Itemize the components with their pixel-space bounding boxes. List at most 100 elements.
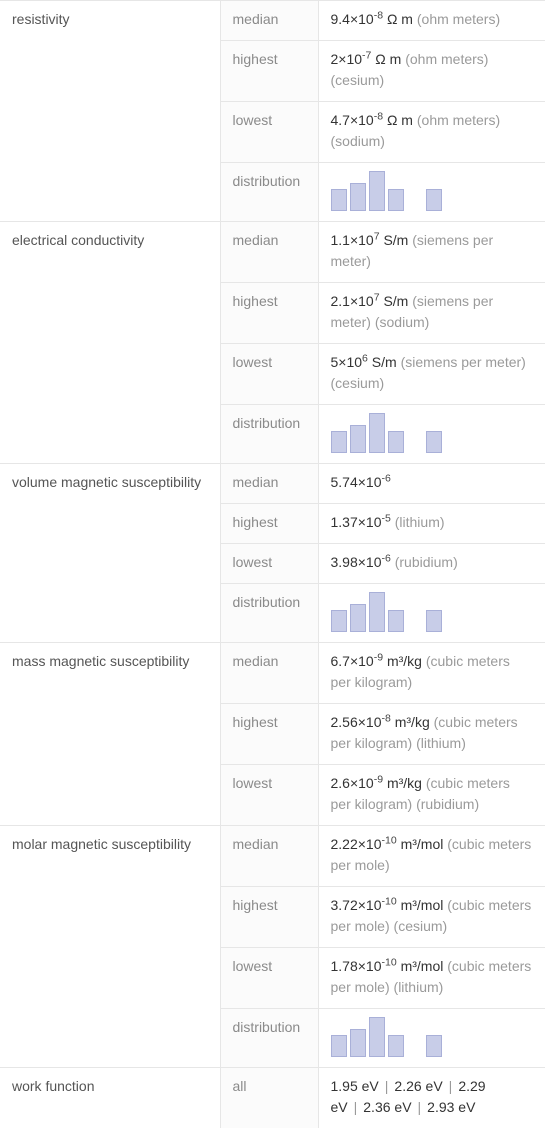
value-list-item: 2.26 eV	[394, 1078, 442, 1094]
value-cell: 9.4×10-8 Ω m (ohm meters)	[318, 1, 545, 41]
table-row: electrical conductivitymedian1.1×107 S/m…	[0, 222, 545, 283]
value-list-item: 1.95 eV	[331, 1078, 379, 1094]
value-cell: 1.95 eV|2.26 eV|2.29 eV|2.36 eV|2.93 eV	[318, 1068, 545, 1128]
property-name-cell: work function	[0, 1068, 220, 1128]
value-exponent: -10	[382, 956, 397, 968]
value-exponent: 7	[374, 291, 380, 303]
value-unit: Ω m	[387, 112, 413, 128]
value-unit-note: (ohm meters)	[417, 112, 500, 128]
times-symbol: ×10	[358, 714, 382, 730]
value-list-item: 2.93 eV	[427, 1099, 475, 1115]
table-row: work functionall1.95 eV|2.26 eV|2.29 eV|…	[0, 1068, 545, 1128]
value-unit: Ω m	[375, 51, 401, 67]
stat-label-cell: highest	[220, 504, 318, 544]
value-cell: 5.74×10-6	[318, 464, 545, 504]
value-unit: m³/kg	[387, 653, 422, 669]
histogram-bar	[369, 592, 385, 632]
histogram-bar	[369, 413, 385, 453]
value-exponent: -10	[382, 895, 397, 907]
value-cell: 2.1×107 S/m (siemens per meter) (sodium)	[318, 283, 545, 344]
value-exponent: -10	[382, 834, 397, 846]
stat-label-cell: highest	[220, 41, 318, 102]
value-qualifier: (lithium)	[395, 514, 445, 530]
times-symbol: ×10	[350, 112, 374, 128]
value-cell: 1.37×10-5 (lithium)	[318, 504, 545, 544]
value-qualifier: (cesium)	[331, 375, 385, 391]
table-row: resistivitymedian9.4×10-8 Ω m (ohm meter…	[0, 1, 545, 41]
value-qualifier: (sodium)	[331, 133, 385, 149]
stat-label-cell: distribution	[220, 163, 318, 222]
distribution-histogram	[331, 171, 534, 211]
value-cell	[318, 405, 545, 464]
value-coefficient: 2.6	[331, 775, 350, 791]
value-coefficient: 3.98	[331, 554, 358, 570]
value-cell: 6.7×10-9 m³/kg (cubic meters per kilogra…	[318, 643, 545, 704]
value-unit: m³/kg	[395, 714, 430, 730]
times-symbol: ×10	[358, 958, 382, 974]
value-separator: |	[348, 1099, 364, 1115]
value-cell: 2.6×10-9 m³/kg (cubic meters per kilogra…	[318, 765, 545, 826]
value-separator: |	[379, 1078, 395, 1094]
value-exponent: -5	[382, 512, 391, 524]
value-qualifier: (lithium)	[416, 735, 466, 751]
value-exponent: -9	[374, 651, 383, 663]
value-unit-note: (ohm meters)	[405, 51, 488, 67]
value-qualifier: (cesium)	[331, 72, 385, 88]
times-symbol: ×10	[350, 653, 374, 669]
property-name-cell: resistivity	[0, 1, 220, 222]
value-unit: m³/mol	[401, 836, 444, 852]
histogram-bar	[331, 610, 347, 632]
value-cell	[318, 584, 545, 643]
value-coefficient: 1.78	[331, 958, 358, 974]
distribution-histogram	[331, 592, 534, 632]
value-cell: 4.7×10-8 Ω m (ohm meters) (sodium)	[318, 102, 545, 163]
value-qualifier: (sodium)	[375, 314, 429, 330]
property-name-cell: electrical conductivity	[0, 222, 220, 464]
histogram-bar	[369, 1017, 385, 1057]
table-row: volume magnetic susceptibilitymedian5.74…	[0, 464, 545, 504]
times-symbol: ×10	[350, 232, 374, 248]
times-symbol: ×10	[358, 897, 382, 913]
value-qualifier: (rubidium)	[416, 796, 479, 812]
stat-label-cell: highest	[220, 283, 318, 344]
value-coefficient: 4.7	[331, 112, 350, 128]
times-symbol: ×10	[338, 354, 362, 370]
value-unit: S/m	[372, 354, 397, 370]
value-exponent: -8	[382, 712, 391, 724]
histogram-bar	[388, 610, 404, 632]
table-row: mass magnetic susceptibilitymedian6.7×10…	[0, 643, 545, 704]
stat-label-cell: highest	[220, 704, 318, 765]
times-symbol: ×10	[350, 775, 374, 791]
histogram-bar	[388, 1035, 404, 1057]
histogram-bar	[426, 1035, 442, 1057]
table-row: molar magnetic susceptibilitymedian2.22×…	[0, 826, 545, 887]
times-symbol: ×10	[350, 293, 374, 309]
value-qualifier: (rubidium)	[395, 554, 458, 570]
histogram-bar	[350, 183, 366, 211]
stat-label-cell: lowest	[220, 102, 318, 163]
histogram-bar	[331, 431, 347, 453]
stat-label-cell: lowest	[220, 344, 318, 405]
value-exponent: 6	[362, 352, 368, 364]
value-unit: m³/mol	[401, 897, 444, 913]
histogram-bar	[426, 610, 442, 632]
times-symbol: ×10	[358, 554, 382, 570]
value-coefficient: 6.7	[331, 653, 350, 669]
histogram-bar	[369, 171, 385, 211]
value-exponent: -6	[382, 552, 391, 564]
times-symbol: ×10	[358, 474, 382, 490]
stat-label-cell: distribution	[220, 584, 318, 643]
value-unit-note: (ohm meters)	[417, 11, 500, 27]
stat-label-cell: distribution	[220, 405, 318, 464]
value-exponent: -8	[374, 9, 383, 21]
property-name-cell: molar magnetic susceptibility	[0, 826, 220, 1068]
stat-label-cell: median	[220, 643, 318, 704]
value-cell: 2×10-7 Ω m (ohm meters) (cesium)	[318, 41, 545, 102]
value-list-item: 2.36 eV	[363, 1099, 411, 1115]
value-separator: |	[412, 1099, 428, 1115]
histogram-bar	[331, 189, 347, 211]
histogram-bar	[388, 431, 404, 453]
histogram-bar	[350, 425, 366, 453]
value-coefficient: 1.1	[331, 232, 350, 248]
properties-table: resistivity median 9.4×10-8 Ω m (ohm meter…	[0, 0, 545, 1128]
